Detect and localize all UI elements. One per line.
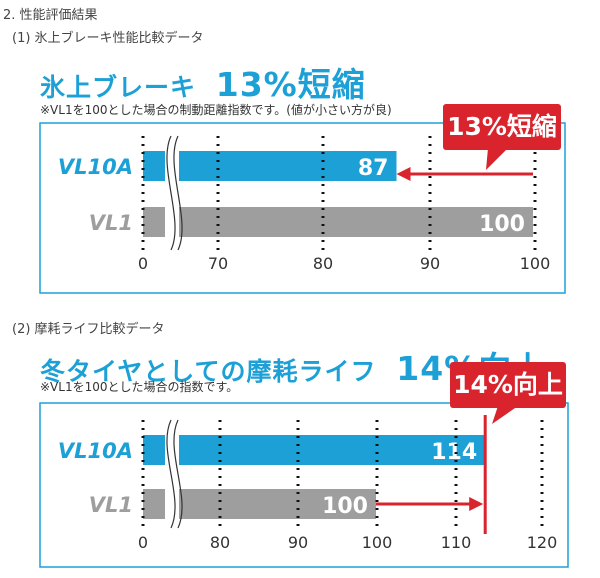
chart1-tick-label-90: 90 bbox=[420, 254, 440, 273]
chart2-tick-label-120: 120 bbox=[527, 533, 558, 552]
chart1-subtitle: (1) 氷上ブレーキ性能比較データ bbox=[12, 31, 204, 46]
chart1-category-vl1: VL1 bbox=[89, 211, 133, 235]
chart1-bar-vl10a bbox=[143, 151, 397, 181]
chart2-axis-break-gap bbox=[165, 420, 179, 528]
chart1-arrow-head bbox=[396, 167, 411, 181]
chart2-axis-break-right bbox=[173, 419, 183, 529]
chart1-tick-label-100: 100 bbox=[520, 254, 551, 273]
chart1-bar-label-vl10a: 87 bbox=[358, 156, 389, 181]
chart1-bar-vl1 bbox=[143, 207, 533, 237]
section-title: 2. 性能評価結果 bbox=[3, 8, 98, 23]
chart2-headline-text: 冬タイヤとしての摩耗ライフ bbox=[40, 357, 377, 386]
chart1-tick-label-80: 80 bbox=[313, 254, 333, 273]
chart2-category-vl1: VL1 bbox=[89, 493, 133, 517]
chart2-frame bbox=[39, 402, 569, 568]
chart1-frame bbox=[39, 122, 566, 294]
chart2-bar-vl10a bbox=[143, 435, 486, 465]
chart2-callout-pointer bbox=[492, 406, 518, 424]
chart1-bar-label-vl1: 100 bbox=[479, 212, 525, 237]
chart1-headline-text: 氷上ブレーキ bbox=[40, 73, 197, 102]
chart1-axis-break-left bbox=[166, 135, 176, 251]
chart2-tick-label-100: 100 bbox=[362, 533, 393, 552]
chart1-note: ※VL1を100とした場合の制動距離指数です。(値が小さい方が良) bbox=[40, 103, 392, 117]
chart1-category-vl10a: VL10A bbox=[58, 155, 133, 179]
chart2-bar-label-vl1: 100 bbox=[322, 494, 368, 519]
chart2-tick-label-80: 80 bbox=[210, 533, 230, 552]
chart2-tick-label-90: 90 bbox=[288, 533, 308, 552]
chart2-bar-label-vl10a: 114 bbox=[431, 440, 477, 465]
chart1-tick-label-0: 0 bbox=[138, 254, 148, 273]
chart2-tick-label-110: 110 bbox=[441, 533, 472, 552]
chart1-axis-break-right bbox=[173, 135, 183, 251]
chart2-callout: 14%向上 bbox=[450, 362, 566, 408]
chart1-callout-pointer bbox=[486, 148, 508, 170]
chart1-headline: 氷上ブレーキ 13%短縮 bbox=[40, 58, 366, 106]
chart2-tick-label-0: 0 bbox=[138, 533, 148, 552]
chart2-note: ※VL1を100とした場合の指数です。 bbox=[40, 380, 239, 394]
chart2-subtitle: (2) 摩耗ライフ比較データ bbox=[12, 322, 165, 337]
chart1-headline-highlight: 13%短縮 bbox=[215, 65, 366, 104]
chart1-axis-break-gap bbox=[165, 136, 179, 250]
chart1-tick-label-70: 70 bbox=[208, 254, 228, 273]
chart2-category-vl10a: VL10A bbox=[58, 439, 133, 463]
chart1-callout: 13%短縮 bbox=[443, 104, 561, 150]
chart2-axis-break-left bbox=[166, 419, 176, 529]
chart2-arrow-head bbox=[469, 497, 484, 511]
